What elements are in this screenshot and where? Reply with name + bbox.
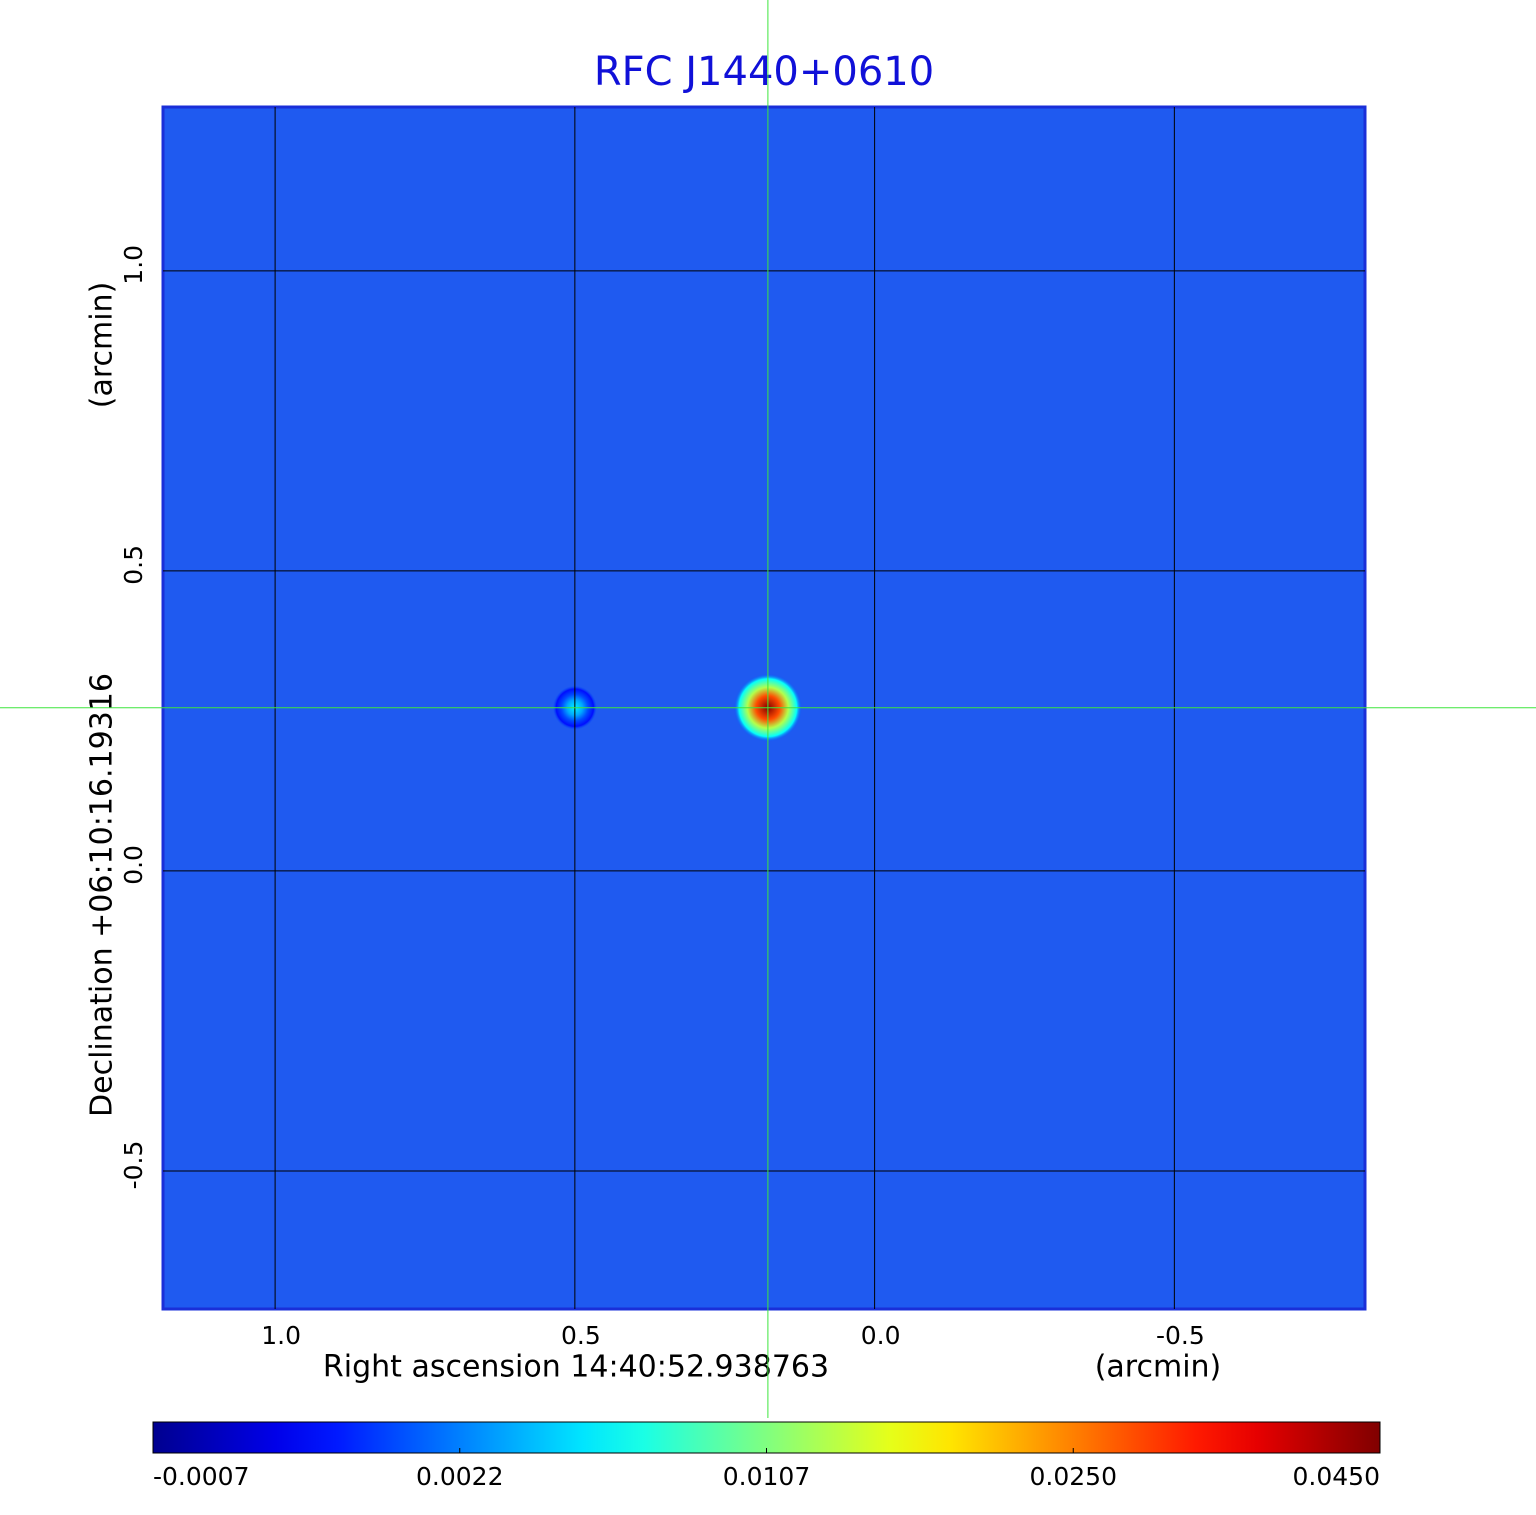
x-tick-label: 0.0 <box>861 1321 901 1350</box>
colorbar <box>152 1421 1381 1454</box>
colorbar-tick-label: 0.0250 <box>1030 1462 1117 1491</box>
x-axis-label: Right ascension 14:40:52.938763 <box>323 1350 829 1385</box>
y-tick-label: 1.0 <box>119 245 148 285</box>
x-tick-label: -0.5 <box>1156 1321 1205 1350</box>
y-axis-label: Declination +06:10:16.19316 <box>85 673 120 1117</box>
x-tick-label: 1.0 <box>261 1321 301 1350</box>
x-tick-label: 0.5 <box>561 1321 601 1350</box>
x-axis-unit: (arcmin) <box>1095 1350 1222 1385</box>
colorbar-tick-label: 0.0450 <box>1293 1462 1380 1491</box>
y-axis-unit: (arcmin) <box>85 282 120 409</box>
colorbar-tick-label: 0.0107 <box>723 1462 810 1491</box>
chart-title: RFC J1440+0610 <box>594 49 934 95</box>
y-tick-label: -0.5 <box>119 1141 148 1190</box>
colorbar-tick-label: 0.0022 <box>416 1462 503 1491</box>
colorbar-tick-label: -0.0007 <box>153 1462 250 1491</box>
y-tick-label: 0.0 <box>119 845 148 885</box>
y-tick-label: 0.5 <box>119 545 148 585</box>
